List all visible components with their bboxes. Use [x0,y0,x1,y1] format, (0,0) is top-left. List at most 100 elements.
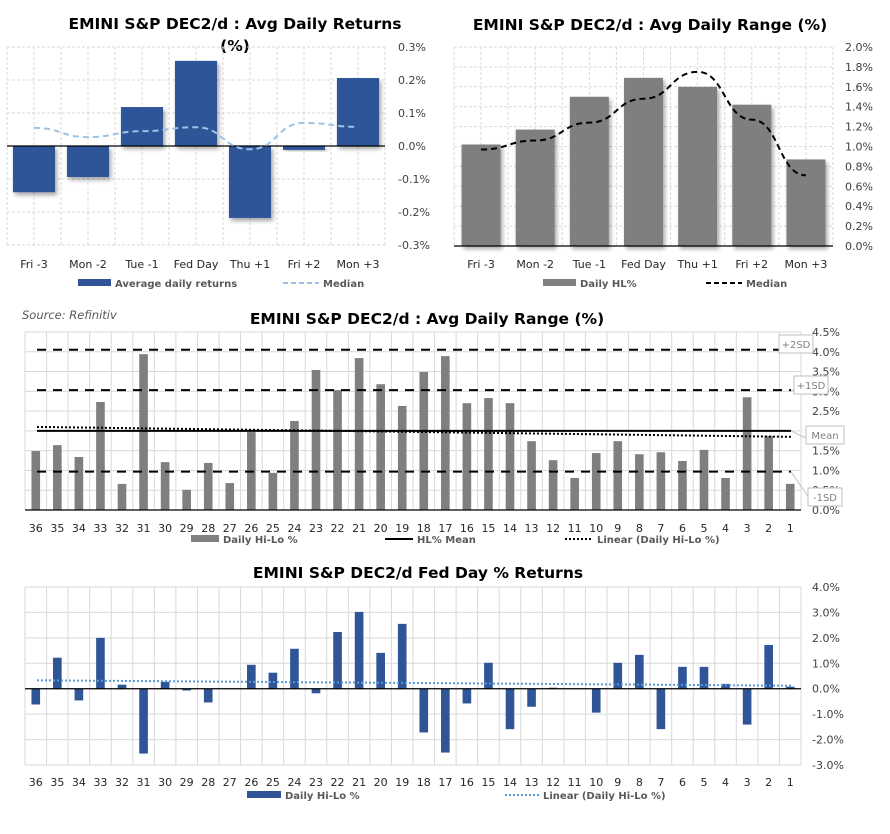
legend-label: Daily Hi-Lo % [285,791,360,802]
y-tick-label: 2.0% [845,41,873,54]
x-tick-label: 33 [93,522,107,535]
bar [591,453,601,510]
bar [376,652,385,689]
x-tick-label: 3 [744,776,751,789]
x-tick-label: 20 [374,776,388,789]
bar [354,358,364,510]
x-tick-label: 20 [374,522,388,535]
legend-label: Linear (Daily Hi-Lo %) [597,535,720,546]
legend-label: Median [746,279,787,290]
x-tick-label: Thu +1 [229,258,270,271]
y-tick-label: -0.3% [398,239,430,252]
x-tick-label: 6 [679,776,686,789]
bar [268,672,278,689]
bar [441,688,450,753]
y-tick-label: 0.6% [845,180,873,193]
avg-daily-range-chart: EMINI S&P DEC2/d : Avg Daily Range (%) 2… [453,16,873,290]
chart-title-line2: (%) [220,37,250,55]
bar [548,460,558,510]
legend-label: Median [323,279,364,290]
bar [635,654,644,689]
y-tick-label: 4.0% [812,346,840,359]
bar [527,441,536,510]
y-tick-label: -2.0% [812,734,844,747]
x-tick-label: 25 [266,776,280,789]
bar [117,483,127,510]
x-tick-label: Fri -3 [467,258,495,271]
bar [569,96,609,246]
x-tick-label: 16 [460,776,474,789]
y-tick-label: 0.3% [398,41,426,54]
bar [376,384,385,510]
bar [31,688,41,705]
x-tick-label: 28 [201,522,215,535]
bar [290,421,299,510]
legend-label: HL% Mean [417,535,476,546]
bar [225,483,235,510]
bar [282,146,326,150]
bar [96,637,105,689]
y-tick-label: 1.5% [812,445,840,458]
trendline [36,425,792,438]
x-tick-label: 12 [546,522,560,535]
legend-label: Average daily returns [115,279,237,290]
x-tick-label: 33 [93,776,107,789]
x-tick-label: 21 [352,776,366,789]
bar [139,354,148,510]
callout-label: +2SD [782,340,811,351]
x-tick-label: 5 [701,776,708,789]
x-tick-label: 32 [115,522,129,535]
callout-box [805,425,845,445]
x-tick-label: 5 [701,522,708,535]
x-tick-label: 10 [589,776,603,789]
bar [699,449,709,510]
bar [311,369,321,510]
x-tick-label: 3 [744,522,751,535]
bar [174,60,218,146]
bar [182,688,191,691]
bar [656,688,666,730]
daily-range-history-chart: EMINI S&P DEC2/d : Avg Daily Range (%) 4… [24,310,845,546]
bar [354,611,364,689]
x-tick-label: 9 [614,776,621,789]
y-tick-label: 0.2% [845,220,873,233]
x-tick-label: 26 [244,522,258,535]
x-tick-label: 17 [438,776,452,789]
x-tick-label: Fed Day [621,258,666,271]
x-tick-label: 1 [787,776,794,789]
bar [505,403,515,510]
bar [678,460,687,510]
x-tick-label: 11 [568,522,582,535]
x-tick-label: 36 [29,522,43,535]
bar [764,436,773,510]
chart-title: EMINI S&P DEC2/d : Avg Daily Range (%) [250,310,604,328]
bar [397,405,407,510]
bar [31,451,41,510]
bar [570,477,579,510]
bar [764,644,773,689]
bar [613,662,623,689]
y-tick-label: 4.0% [812,581,840,594]
x-tick-label: Fed Day [174,258,219,271]
x-tick-label: 30 [158,522,172,535]
bar [66,146,110,178]
bar [462,403,472,510]
bar [721,683,730,689]
bar [397,623,407,689]
legend-swatch-bar [78,279,111,286]
callout-box [807,487,843,507]
bar [290,648,299,689]
y-tick-label: -3.0% [812,759,844,772]
bar [505,688,515,730]
y-tick-label: 4.5% [812,326,840,339]
y-tick-label: 1.0% [845,141,873,154]
x-tick-label: 10 [589,522,603,535]
bar [247,664,256,689]
chart-title: EMINI S&P DEC2/d : Avg Daily Range (%) [473,16,827,34]
x-tick-label: 30 [158,776,172,789]
bar [53,445,62,510]
bar [117,684,127,689]
x-tick-label: 24 [287,522,301,535]
x-tick-label: 31 [137,522,151,535]
x-tick-label: 4 [722,522,729,535]
